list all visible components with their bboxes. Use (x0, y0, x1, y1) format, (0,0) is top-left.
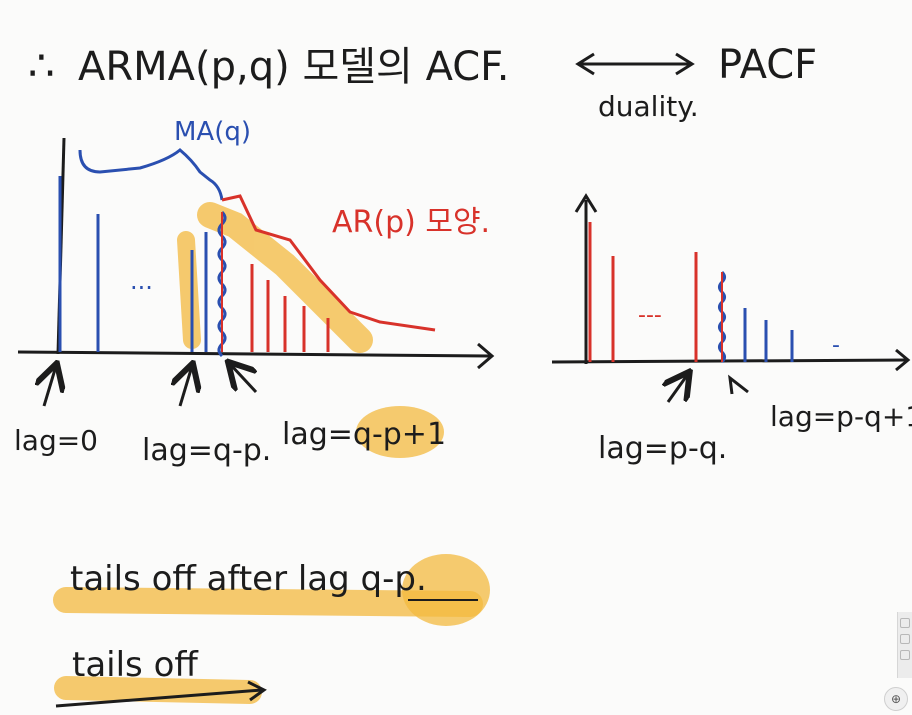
lag-q-p-plus-1-arrow (230, 364, 256, 394)
note2-highlight (54, 676, 262, 704)
tool-button[interactable] (900, 618, 910, 628)
note2-arrow (55, 688, 263, 708)
lag-q-p-plus-1-label: lag=q-p+1 (282, 417, 446, 452)
tool-button[interactable] (900, 650, 910, 660)
ar-label: AR(p) 모양. (332, 205, 490, 240)
title-text: ARMA(p,q) 모델의 ACF. (78, 44, 509, 90)
note1-highlight (53, 587, 483, 617)
side-toolbar[interactable] (897, 612, 912, 678)
ma-bracket (78, 148, 224, 201)
note1-q-p-highlight (402, 554, 490, 626)
ar-envelope (221, 194, 436, 332)
zoom-icon[interactable]: ⊕ (884, 687, 908, 711)
ma-label: MA(q) (174, 117, 251, 147)
lag0-arrow (44, 366, 56, 407)
lag-p-q-plus-1-label: lag=p-q+1 (770, 400, 912, 433)
pacf-spike-lag-p-q-plus-1 (718, 270, 726, 364)
acf-ma-spikes (58, 176, 208, 352)
tool-button[interactable] (900, 634, 910, 644)
acf-ar-spikes (250, 264, 330, 352)
lag-q-p-arrow (180, 366, 192, 407)
acf-x-axis-arrowhead (477, 342, 495, 370)
duality-double-arrow (575, 52, 695, 76)
pacf-ma-spikes (743, 308, 794, 362)
pacf-title: PACF (718, 42, 817, 88)
lag-q-p-label: lag=q-p. (142, 433, 271, 468)
lag-p-q-plus-1-arrow (728, 374, 749, 395)
lag0-label: lag=0 (14, 424, 98, 457)
therefore-symbol: ∴ (28, 41, 55, 90)
duality-label: duality. (598, 90, 699, 123)
pacf-ar-spikes (588, 222, 698, 362)
pacf-ellipsis: --- (638, 303, 662, 328)
pacf-trailing-dash: - (832, 333, 840, 358)
pacf-x-axis (551, 358, 907, 364)
pacf-y-axis-arrowhead (574, 193, 598, 213)
lag-q-p-plus-1-highlight (356, 406, 444, 458)
lag-p-q-arrow (668, 374, 688, 403)
pacf-x-axis-arrowhead (895, 348, 911, 372)
lag-p-q-label: lag=p-q. (598, 431, 727, 466)
note-line-2: tails off (72, 645, 199, 685)
acf-x-axis (17, 350, 491, 358)
note-line-1: tails off after lag q-p. (70, 559, 427, 599)
acf-ellipsis: ··· (130, 274, 153, 302)
